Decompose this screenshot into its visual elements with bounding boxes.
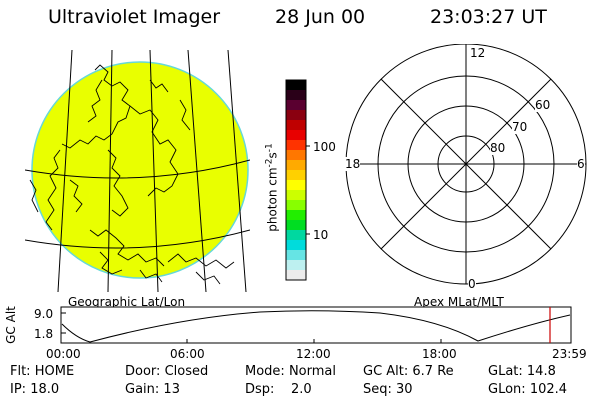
geographic-map <box>25 50 250 292</box>
mlt-label-18: 18 <box>345 157 361 171</box>
colorbar-cell <box>286 110 306 121</box>
mlt-label-12: 12 <box>470 46 486 60</box>
colorbar-cell <box>286 120 306 131</box>
image-time: 23:03:27 UT <box>430 6 547 28</box>
colorbar-cell <box>286 130 306 141</box>
colorbar-cell <box>286 90 306 101</box>
colorbar-cell <box>286 210 306 221</box>
colorbar-cell <box>286 180 306 191</box>
orbit-xtick-1200: 12:00 <box>296 347 331 361</box>
orbit-ytick-max: 9.0 <box>34 307 54 321</box>
colorbar-cell <box>286 140 306 151</box>
grid-lines <box>25 50 250 292</box>
orbit-xtick-1800: 18:00 <box>422 347 457 361</box>
colorbar-unit-label: photon cm-2s-1 <box>264 143 280 232</box>
orbit-xtick-2359: 23:59 <box>552 347 587 361</box>
mlt-label-0: 0 <box>468 277 476 291</box>
colorbar-cell <box>286 260 306 271</box>
colorbar-cell <box>286 80 306 91</box>
colorbar-cell <box>286 100 306 111</box>
status-gain: Gain: 13 <box>125 382 180 397</box>
colorbar-cell <box>286 240 306 251</box>
colorbar-cell <box>286 200 306 211</box>
colorbar-cell <box>286 170 306 181</box>
status-ip: IP: 18.0 <box>10 382 60 397</box>
colorbar-cell <box>286 230 306 241</box>
colorbar-cell <box>286 150 306 161</box>
colorbar-tick-10: 10 <box>313 228 329 242</box>
image-date: 28 Jun 00 <box>275 6 366 28</box>
coastlines <box>29 64 235 285</box>
status-glon: GLon: 102.4 <box>488 382 568 397</box>
orbit-altitude-plot <box>60 306 572 344</box>
instrument-title: Ultraviolet Imager <box>48 6 221 28</box>
colorbar-cell <box>286 190 306 201</box>
orbit-xtick-0600: 06:00 <box>170 347 205 361</box>
apex-polar-grid <box>345 44 587 285</box>
colorbar-cell <box>286 220 306 231</box>
geographic-label: Geographic Lat/Lon <box>68 295 186 309</box>
uv-image-disc <box>31 61 249 279</box>
mlat-label-60: 60 <box>535 98 551 112</box>
colorbar <box>285 79 310 281</box>
status-dsp: Dsp: 2.0 <box>245 382 312 397</box>
colorbar-cell <box>286 160 306 171</box>
status-mode: Mode: Normal <box>245 364 336 379</box>
mlat-label-70: 70 <box>512 120 528 134</box>
status-door: Door: Closed <box>125 364 209 379</box>
status-glat: GLat: 14.8 <box>488 364 556 379</box>
colorbar-cell <box>286 270 306 281</box>
orbit-xtick-0000: 00:00 <box>46 347 81 361</box>
status-gc-alt: GC Alt: 6.7 Re <box>363 364 454 379</box>
colorbar-cell <box>286 250 306 261</box>
status-flt: Flt: HOME <box>10 364 75 379</box>
orbit-ytick-min: 1.8 <box>34 327 54 341</box>
orbit-ylabel: GC Alt <box>4 306 18 344</box>
status-seq: Seq: 30 <box>363 382 413 397</box>
mlt-label-6: 6 <box>577 157 585 171</box>
colorbar-tick-100: 100 <box>313 140 336 154</box>
apex-label: Apex MLat/MLT <box>414 295 504 309</box>
mlat-label-80: 80 <box>490 141 506 155</box>
